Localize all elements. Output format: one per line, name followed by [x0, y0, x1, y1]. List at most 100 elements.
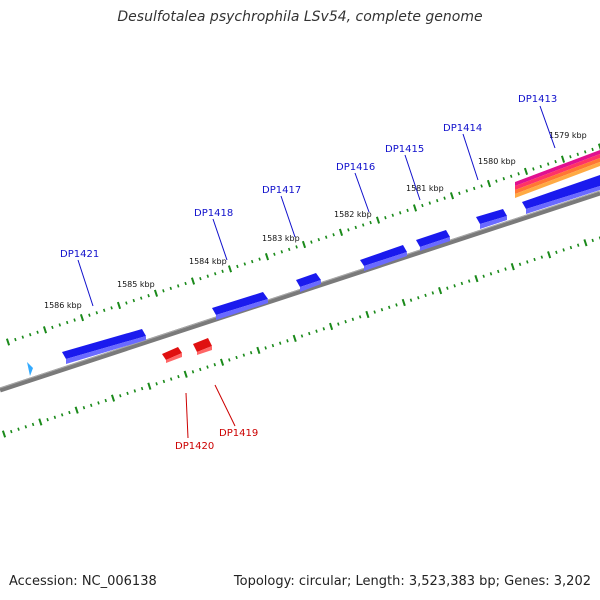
- scale-tick: [17, 427, 20, 431]
- scale-tick: [116, 301, 122, 310]
- scale-tick: [280, 250, 284, 254]
- scale-tick: [308, 331, 311, 336]
- scale-tick: [358, 315, 362, 319]
- scale-tick: [119, 394, 122, 398]
- scale-tick: [533, 257, 536, 262]
- scale-tick: [460, 281, 464, 286]
- scale-tick: [220, 358, 225, 366]
- scale-tick: [554, 159, 557, 164]
- scale-tick: [250, 259, 254, 264]
- gene-label-dp1415[interactable]: DP1415: [385, 144, 424, 155]
- forward-gene-dp1417[interactable]: [296, 273, 321, 292]
- scale-tick: [398, 211, 402, 215]
- scale-tick: [227, 265, 233, 273]
- scale-tick: [31, 422, 35, 427]
- scale-tick: [68, 410, 71, 415]
- kbp-label: 1585 kbp: [117, 280, 155, 289]
- scale-tick: [264, 253, 270, 261]
- scale-tick: [42, 326, 48, 334]
- scale-tick: [443, 196, 446, 200]
- scale-tick: [480, 184, 483, 188]
- scale-tick: [162, 379, 166, 384]
- scale-tick: [147, 382, 152, 390]
- kbp-label: 1584 kbp: [189, 257, 227, 266]
- scale-tick: [139, 296, 143, 300]
- scale-tick: [409, 298, 413, 302]
- forward-gene-dp1415[interactable]: [416, 230, 450, 251]
- scale-tick: [583, 239, 588, 247]
- gene-label-dp1416[interactable]: DP1416: [336, 162, 375, 173]
- scale-tick: [235, 355, 238, 360]
- scale-tick: [5, 338, 11, 346]
- scale-tick: [495, 179, 498, 183]
- gene-label-dp1417[interactable]: DP1417: [262, 185, 301, 196]
- scale-tick: [315, 329, 318, 333]
- scale-tick: [110, 306, 113, 310]
- scale-tick: [169, 286, 173, 291]
- scale-tick: [28, 333, 32, 337]
- scale-tick: [273, 252, 276, 256]
- scale-tick: [547, 251, 552, 259]
- scale-tick: [458, 191, 461, 195]
- gene-label-dp1421[interactable]: DP1421: [60, 249, 99, 260]
- scale-tick: [569, 155, 572, 159]
- scale-tick: [361, 223, 365, 227]
- scale-tick: [395, 303, 398, 307]
- scale-tick: [351, 317, 355, 321]
- scale-tick: [133, 389, 137, 393]
- gene-label-dp1419[interactable]: DP1419: [219, 428, 258, 439]
- scale-tick: [509, 174, 513, 178]
- scale-tick: [264, 346, 267, 350]
- scale-tick: [517, 172, 520, 176]
- scale-tick: [369, 220, 372, 225]
- forward-gene-dp1416[interactable]: [360, 245, 407, 271]
- scale-tick: [14, 337, 17, 342]
- scale-tick: [510, 263, 515, 271]
- reverse-gene-dp1420[interactable]: [162, 347, 182, 363]
- scale-tick: [597, 143, 600, 151]
- scale-tick: [338, 228, 344, 236]
- scale-tick: [591, 147, 594, 152]
- reverse-gene-dp1419[interactable]: [193, 338, 212, 355]
- scale-tick: [292, 334, 297, 343]
- scale-tick: [373, 310, 376, 314]
- scale-tick: [583, 150, 587, 154]
- scale-tick: [58, 323, 62, 327]
- scale-tick: [53, 415, 57, 419]
- forward-gene-dp1418[interactable]: [212, 292, 268, 320]
- scale-tick: [438, 286, 443, 295]
- scale-tick: [10, 429, 13, 434]
- scale-tick: [97, 401, 100, 405]
- scale-tick: [89, 403, 93, 407]
- arrowhead-icon: [27, 362, 33, 376]
- scale-tick: [431, 291, 435, 295]
- forward-gene-dp1413[interactable]: [522, 175, 600, 214]
- scale-tick: [482, 274, 485, 278]
- scale-tick: [560, 155, 566, 163]
- forward-gene-dp1421[interactable]: [62, 329, 146, 364]
- kbp-label: 1579 kbp: [549, 131, 587, 140]
- outer-tick-row: [5, 143, 600, 346]
- gene-label-dp1418[interactable]: DP1418: [194, 208, 233, 219]
- scale-tick: [177, 374, 180, 379]
- kbp-label: 1586 kbp: [44, 301, 82, 310]
- scale-tick: [562, 248, 565, 252]
- gene-label-dp1414[interactable]: DP1414: [443, 123, 482, 134]
- scale-tick: [417, 296, 420, 300]
- scale-tick: [406, 208, 409, 213]
- scale-tick: [60, 413, 64, 417]
- gene-label-dp1420[interactable]: DP1420: [175, 441, 214, 452]
- gene-label-dp1413[interactable]: DP1413: [518, 94, 557, 105]
- scale-tick: [73, 318, 76, 322]
- scale-tick: [486, 179, 492, 188]
- scale-tick: [79, 313, 85, 322]
- scale-tick: [375, 216, 381, 224]
- kbp-label: 1583 kbp: [262, 234, 300, 243]
- feature-band: [515, 150, 600, 198]
- scale-tick: [213, 363, 217, 367]
- forward-leader-lines: [77, 105, 556, 307]
- forward-gene-dp1414[interactable]: [476, 209, 507, 229]
- scale-tick: [286, 339, 289, 343]
- scale-tick: [1, 430, 7, 438]
